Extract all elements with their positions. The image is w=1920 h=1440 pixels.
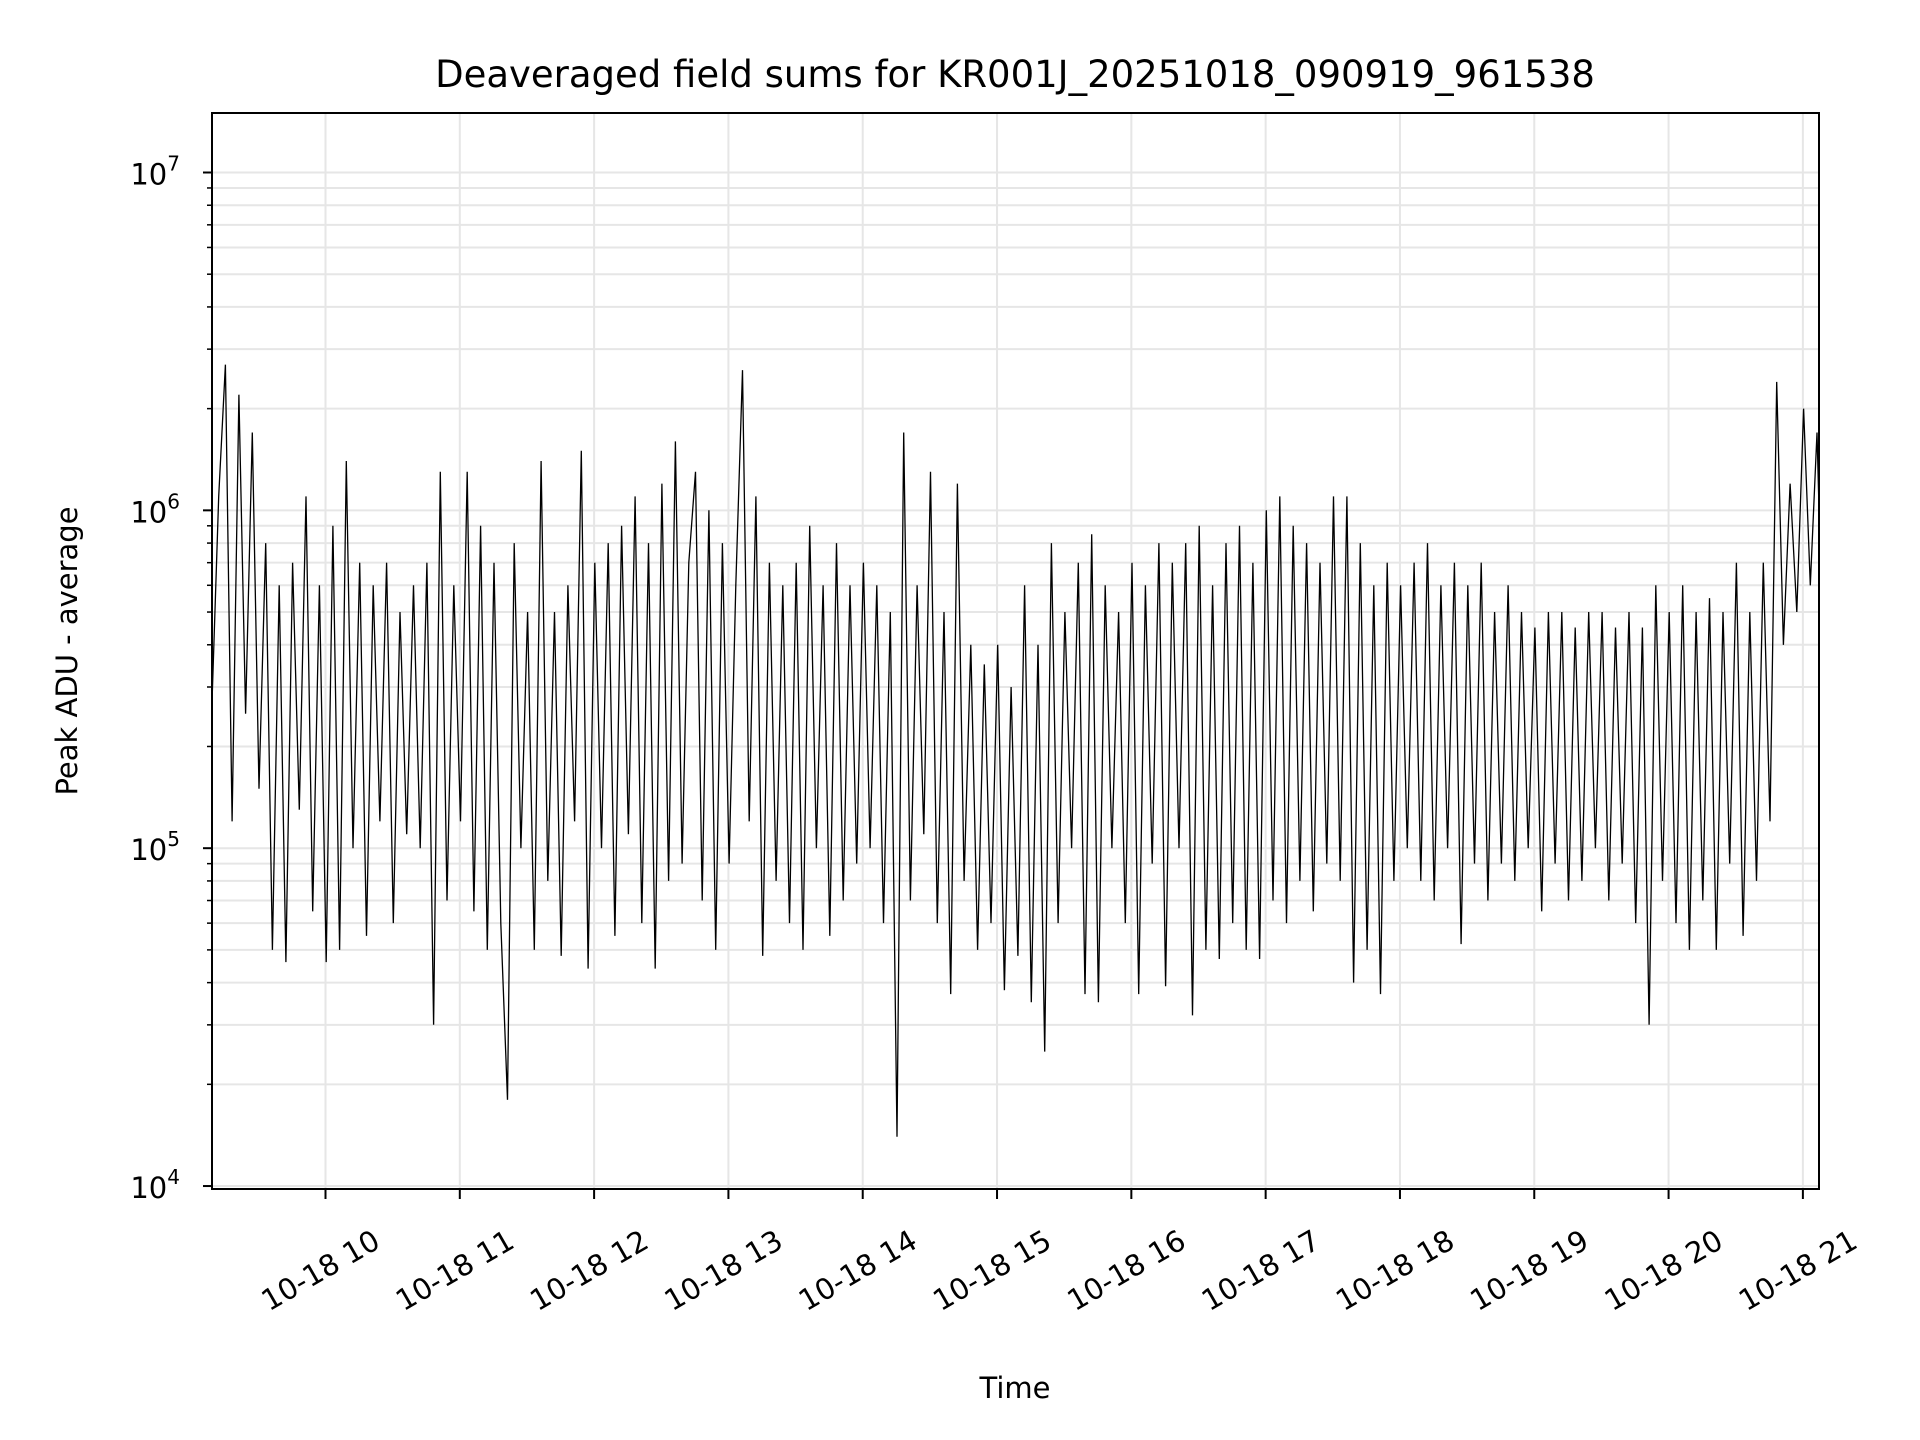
y-tick-label: 104 (130, 1165, 180, 1205)
series-line (212, 364, 1819, 1137)
x-tick-label: 10-18 11 (390, 1223, 520, 1318)
x-tick-label: 10-18 18 (1330, 1223, 1460, 1318)
grid (212, 113, 1819, 1189)
x-tick-label: 10-18 12 (524, 1223, 654, 1318)
series-line-path (212, 364, 1819, 1137)
x-tick-label: 10-18 10 (256, 1223, 386, 1318)
x-tick-label: 10-18 15 (927, 1223, 1057, 1318)
plot-frame (211, 112, 1820, 1190)
y-axis-label: Peak ADU - average (50, 506, 84, 795)
x-tick-label: 10-18 14 (793, 1223, 923, 1318)
y-axis: 104 105 106 107 (130, 151, 212, 1205)
x-tick-label: 10-18 16 (1061, 1223, 1191, 1318)
x-tick-label: 10-18 21 (1733, 1223, 1863, 1318)
x-tick-label: 10-18 13 (658, 1223, 788, 1318)
x-tick-label: 10-18 19 (1464, 1223, 1594, 1318)
x-tick-label: 10-18 17 (1196, 1223, 1326, 1318)
y-tick-label: 107 (130, 151, 180, 191)
y-tick-label: 105 (130, 827, 180, 867)
y-tick-label: 106 (130, 489, 180, 529)
chart-title: Deaveraged field sums for KR001J_2025101… (435, 53, 1595, 96)
x-axis: 10-18 10 10-18 11 10-18 12 10-18 13 10-18 14… (256, 1189, 1863, 1318)
x-axis-label: Time (979, 1371, 1051, 1405)
x-tick-label: 10-18 20 (1599, 1223, 1729, 1318)
